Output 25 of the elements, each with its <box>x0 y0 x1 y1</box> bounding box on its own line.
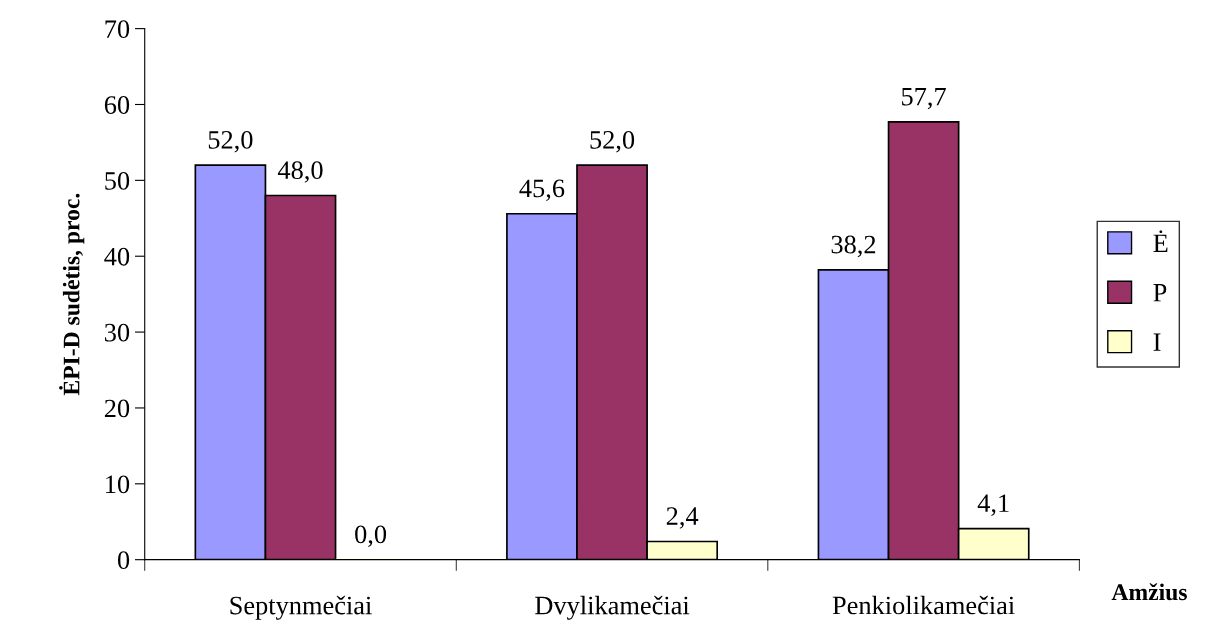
data-label: 4,1 <box>977 494 1009 516</box>
x-tick-label: Penkiolikamečiai <box>832 595 1015 615</box>
y-tick-label: 40 <box>104 247 130 266</box>
y-tick-label: 20 <box>104 399 130 418</box>
x-axis-title: Amžius <box>1111 583 1187 601</box>
legend-label: I <box>1153 333 1161 351</box>
data-label: 2,4 <box>666 507 699 529</box>
y-axis-title: ĖPI-D sudėtis, proc. <box>59 193 85 396</box>
y-tick-label: 0 <box>117 551 130 570</box>
x-tick-label: Dvylikamečiai <box>535 595 690 620</box>
y-tick-label: 10 <box>106 475 130 494</box>
y-tick-label: 30 <box>105 323 130 342</box>
y-tick-label: 70 <box>105 20 130 39</box>
data-label: 45,6 <box>519 179 565 202</box>
data-label: 52,0 <box>208 130 253 153</box>
data-label: 57,7 <box>902 87 946 110</box>
data-label: 0,0 <box>355 525 387 548</box>
data-label: 48,0 <box>277 161 323 183</box>
data-label: 52,0 <box>590 130 635 153</box>
y-tick-label: 50 <box>105 171 130 190</box>
legend-label: P <box>1153 284 1167 302</box>
x-tick-label: Septynmečiai <box>230 595 372 620</box>
data-label: 38,2 <box>831 235 876 258</box>
legend-label: Ė <box>1153 230 1168 252</box>
y-tick-label: 60 <box>104 96 130 114</box>
